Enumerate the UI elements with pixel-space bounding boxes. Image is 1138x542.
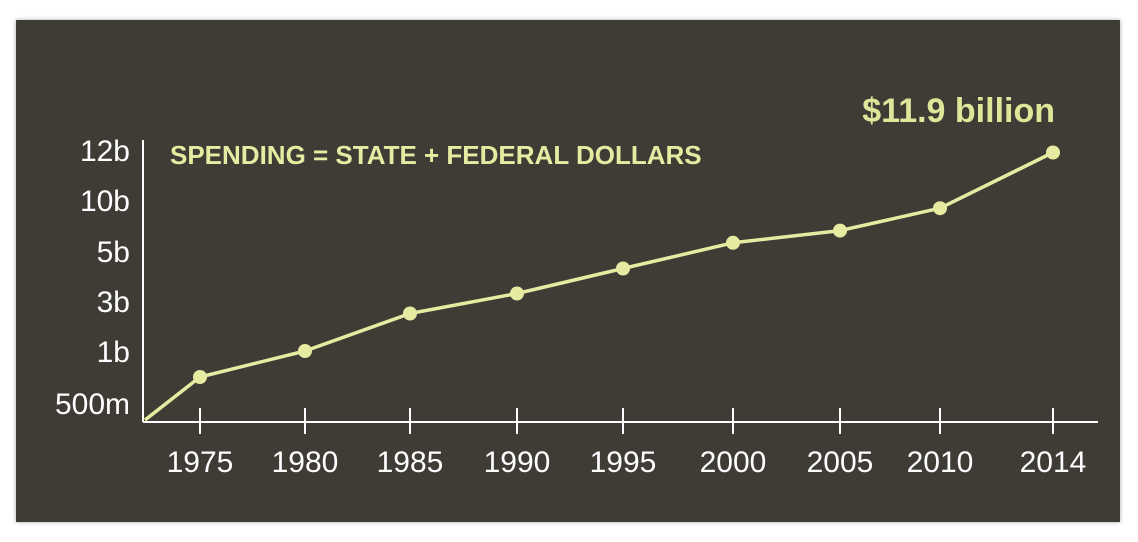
x-tick-label: 2000 (700, 446, 767, 479)
y-tick-label: 3b (97, 286, 130, 319)
data-point (193, 370, 207, 384)
axes (142, 140, 1098, 423)
y-tick-label: 5b (97, 236, 130, 269)
x-tick-label: 1980 (272, 446, 339, 479)
x-tick-label: 1990 (484, 446, 551, 479)
x-tick-label: 2014 (1020, 446, 1087, 479)
data-point (833, 223, 847, 238)
chart-subtitle: SPENDING = STATE + FEDERAL DOLLARS (170, 140, 702, 170)
value-callout: $11.9 billion (862, 92, 1055, 130)
x-axis-ticks: 1975 1980 1985 1990 1995 2000 2005 2010 2014 (167, 408, 1087, 479)
series-line (143, 150, 1054, 422)
y-tick-label: 12b (80, 135, 130, 168)
data-point (933, 201, 947, 216)
data-point (1046, 145, 1060, 160)
y-tick-label: 500m (55, 388, 130, 421)
y-axis-ticks: 12b 10b 5b 3b 1b 500m (55, 135, 130, 421)
y-tick-label: 10b (80, 185, 130, 218)
data-point (616, 261, 630, 276)
data-point (403, 306, 417, 321)
x-tick-label: 2010 (907, 446, 974, 479)
x-tick-label: 1975 (167, 446, 234, 479)
data-point (510, 286, 524, 301)
data-point (726, 235, 740, 250)
chart-panel (16, 20, 1120, 522)
x-tick-label: 1985 (377, 446, 444, 479)
x-tick-label: 1995 (590, 446, 657, 479)
x-tick-label: 2005 (807, 446, 874, 479)
data-point (298, 344, 312, 358)
y-tick-label: 1b (97, 336, 130, 369)
series-layer (143, 145, 1060, 422)
